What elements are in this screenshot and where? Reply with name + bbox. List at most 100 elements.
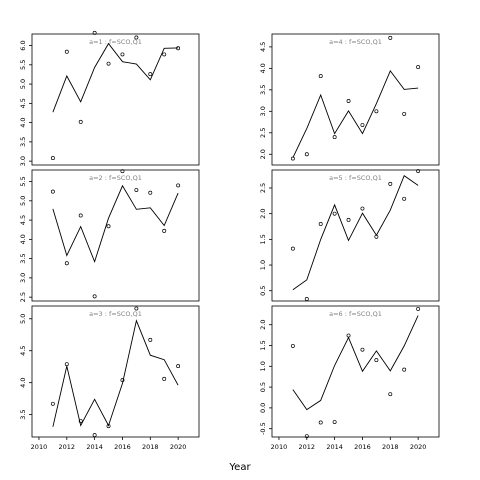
- y-tick-label: 4.0: [259, 63, 267, 73]
- y-tick-label: 0.0: [259, 403, 267, 413]
- observed-point: [176, 364, 181, 369]
- observed-point: [92, 30, 97, 35]
- observed-point: [402, 367, 407, 372]
- panel-frame: [271, 33, 440, 166]
- y-tick-label: 1.0: [259, 361, 267, 371]
- observed-point: [318, 74, 323, 79]
- observed-point: [332, 211, 337, 216]
- observed-point: [92, 294, 97, 299]
- observed-point: [304, 296, 309, 301]
- y-tick-label: 3.5: [19, 253, 27, 263]
- y-tick-label: 2.5: [259, 128, 267, 138]
- observed-point: [332, 420, 337, 424]
- observed-point: [176, 46, 181, 51]
- observed-point: [106, 61, 111, 66]
- panel-frame: [31, 169, 200, 302]
- observed-point: [78, 119, 83, 124]
- y-tick-label: 1.5: [259, 234, 267, 244]
- observed-point: [416, 169, 421, 173]
- observed-point: [64, 49, 69, 54]
- observed-point: [92, 433, 97, 438]
- figure-x-axis-label: Year: [228, 462, 251, 473]
- x-tick-label: 2014: [326, 443, 343, 451]
- observed-point: [346, 333, 351, 338]
- y-tick-label: 2.0: [259, 320, 267, 330]
- observed-point: [290, 246, 295, 251]
- y-tick-label: 5.0: [19, 314, 27, 324]
- observed-point: [290, 343, 295, 348]
- y-tick-label: -0.5: [259, 422, 267, 435]
- panel-frame: [271, 169, 440, 302]
- y-tick-label: 4.0: [19, 378, 27, 388]
- observed-point: [120, 52, 125, 57]
- y-tick-label: 0.5: [259, 382, 267, 392]
- observed-point: [318, 221, 323, 226]
- x-tick-label: 2016: [114, 443, 131, 451]
- x-tick-label: 2020: [170, 443, 187, 451]
- x-tick-label: 2016: [354, 443, 371, 451]
- y-tick-label: 4.5: [259, 42, 267, 52]
- y-tick-label: 5.0: [19, 79, 27, 89]
- observed-point: [402, 196, 407, 201]
- observed-point: [374, 109, 379, 114]
- y-tick-label: 3.5: [259, 85, 267, 95]
- x-tick-label: 2014: [86, 443, 103, 451]
- observed-point: [78, 213, 83, 218]
- panel-frame: [271, 305, 440, 438]
- observed-point: [50, 156, 55, 161]
- observed-point: [290, 156, 295, 161]
- x-tick-label: 2012: [59, 443, 76, 451]
- panel-2: a=2 : f=SCO,Q1 2.5 3.0 3.5 4.0 4.5 5.0 5.5: [19, 169, 200, 302]
- y-tick-label: 3.0: [259, 106, 267, 116]
- panel-5: a=5 : f=SCO,Q1 0.5 1.0 1.5 2.0 2.5: [259, 169, 440, 302]
- fitted-line: [292, 70, 419, 158]
- panel-title: a=2 : f=SCO,Q1: [89, 174, 142, 182]
- observed-point: [148, 337, 153, 342]
- y-tick-label: 3.5: [19, 137, 27, 147]
- chart-panels: a=1 : f=SCO,Q1 3.0 3.5 4.0 4.5 5.0 5.5 6.0 a=2 :…: [19, 30, 440, 451]
- y-tick-label: 2.0: [259, 208, 267, 218]
- fitted-line: [292, 315, 419, 411]
- panel-6: a=6 : f=SCO,Q1 -0.5 0.0 0.5 1.0 1.5 2.0 2010 201…: [259, 305, 440, 451]
- x-tick-label: 2010: [271, 443, 288, 451]
- y-tick-label: 2.5: [19, 292, 27, 302]
- observed-point: [416, 306, 421, 311]
- x-tick-label: 2012: [299, 443, 316, 451]
- panel-1: a=1 : f=SCO,Q1 3.0 3.5 4.0 4.5 5.0 5.5 6.0: [19, 30, 200, 166]
- y-tick-label: 3.5: [19, 409, 27, 419]
- observed-point: [176, 183, 181, 188]
- observed-point: [402, 111, 407, 116]
- panel-title: a=5 : f=SCO,Q1: [329, 174, 382, 182]
- y-tick-label: 4.5: [19, 346, 27, 356]
- x-tick-label: 2010: [31, 443, 48, 451]
- y-tick-label: 3.0: [19, 156, 27, 166]
- panel-frame: [31, 305, 200, 438]
- panel-4: a=4 : f=SCO,Q1 2.0 2.5 3.0 3.5 4.0 4.5: [259, 33, 440, 166]
- observed-point: [360, 347, 365, 352]
- observed-point: [346, 217, 351, 222]
- panel-title: a=6 : f=SCO,Q1: [329, 310, 382, 318]
- y-tick-label: 4.0: [19, 117, 27, 127]
- y-tick-label: 1.0: [259, 260, 267, 270]
- panel-title: a=4 : f=SCO,Q1: [329, 38, 382, 46]
- observed-point: [388, 181, 393, 186]
- y-tick-label: 4.5: [19, 215, 27, 225]
- y-tick-label: 5.5: [19, 60, 27, 70]
- y-tick-label: 1.5: [259, 340, 267, 350]
- observed-point: [78, 419, 83, 423]
- y-tick-label: 2.5: [259, 183, 267, 193]
- observed-point: [134, 35, 139, 40]
- observed-point: [162, 228, 167, 233]
- observed-point: [360, 123, 365, 128]
- observed-point: [416, 65, 421, 70]
- panel-frame: [31, 33, 200, 166]
- observed-point: [50, 189, 55, 194]
- fitted-line: [52, 184, 179, 264]
- observed-point: [64, 261, 69, 266]
- observed-point: [304, 152, 309, 157]
- observed-point: [106, 424, 111, 429]
- observed-point: [120, 169, 125, 174]
- y-tick-label: 4.5: [19, 98, 27, 108]
- y-tick-label: 4.0: [19, 234, 27, 244]
